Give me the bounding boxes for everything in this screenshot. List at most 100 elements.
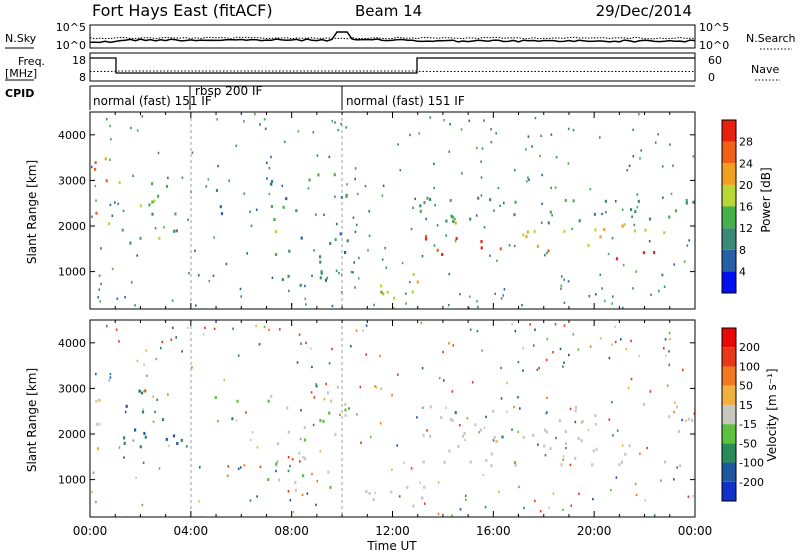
data-cell <box>282 205 285 209</box>
scatter-cell <box>264 127 267 130</box>
data-cell <box>143 431 146 435</box>
scatter-cell <box>437 481 440 484</box>
scatter-cell <box>250 224 253 227</box>
scatter-cell <box>497 186 500 190</box>
scatter-cell <box>685 419 687 422</box>
data-cell <box>424 237 428 241</box>
data-cell <box>319 260 322 264</box>
colorbar-tick-label: 12 <box>739 222 753 235</box>
data-cell <box>308 178 311 182</box>
scatter-cell <box>551 214 553 217</box>
scatter-cell <box>519 407 521 410</box>
scatter-cell <box>118 340 120 343</box>
scatter-cell <box>109 158 111 161</box>
scatter-cell <box>448 272 451 276</box>
scatter-cell <box>357 277 360 280</box>
data-cell <box>302 474 305 478</box>
data-cell <box>445 219 448 223</box>
scatter-cell <box>490 128 492 131</box>
scatter-cell <box>608 356 611 360</box>
scatter-cell <box>563 278 565 281</box>
data-cell <box>480 240 483 244</box>
data-cell <box>278 478 281 482</box>
scatter-cell <box>692 494 695 498</box>
scatter-cell <box>514 169 516 172</box>
scatter-cell <box>599 337 602 340</box>
scatter-cell <box>649 390 652 393</box>
scatter-cell <box>100 282 102 286</box>
data-cell <box>668 215 671 219</box>
scatter-cell <box>381 258 384 261</box>
scatter-cell <box>237 354 240 357</box>
scatter-cell <box>661 165 664 168</box>
scatter-cell <box>611 302 613 305</box>
scatter-cell <box>673 263 675 266</box>
scatter-cell <box>146 374 148 377</box>
scatter-cell <box>448 342 450 345</box>
colorbar-swatch <box>722 328 736 348</box>
scatter-cell <box>362 329 364 332</box>
freq-tick-top: 18 <box>72 54 86 67</box>
velocity-panel-frame <box>89 319 696 518</box>
scatter-cell <box>517 396 519 399</box>
data-cell <box>674 209 678 213</box>
scatter-cell <box>331 119 333 123</box>
data-cell <box>125 404 128 408</box>
data-cell <box>176 442 179 445</box>
data-cell <box>513 461 517 465</box>
data-cell <box>436 248 439 252</box>
scatter-cell <box>599 273 602 276</box>
data-cell <box>678 430 681 433</box>
scatter-cell <box>514 329 517 333</box>
scatter-cell <box>468 119 471 122</box>
data-cell <box>294 481 297 485</box>
scatter-cell <box>550 133 553 136</box>
scatter-cell <box>683 260 686 263</box>
data-cell <box>328 411 331 415</box>
scatter-cell <box>545 251 548 255</box>
scatter-cell <box>484 506 487 509</box>
scatter-cell <box>513 244 516 248</box>
scatter-cell <box>640 149 642 152</box>
scatter-cell <box>249 210 251 213</box>
scatter-cell <box>544 254 546 257</box>
scatter-cell <box>475 214 478 217</box>
data-cell <box>578 219 581 223</box>
scatter-cell <box>212 274 215 277</box>
power-x-ticks <box>89 112 696 309</box>
scatter-cell <box>198 500 200 503</box>
scatter-cell <box>304 297 307 300</box>
scatter-cell <box>673 478 675 481</box>
nave-tick-bottom: 0 <box>708 71 715 84</box>
scatter-cell <box>364 184 367 188</box>
scatter-cell <box>335 222 338 226</box>
scatter-cell <box>381 194 384 197</box>
data-cell <box>492 409 495 413</box>
scatter-cell <box>396 444 398 447</box>
scatter-cell <box>284 140 286 144</box>
data-cell <box>153 199 156 203</box>
scatter-cell <box>639 157 641 160</box>
scatter-cell <box>567 280 570 283</box>
data-cell <box>300 236 303 240</box>
colorbar-tick-label: 16 <box>739 201 753 214</box>
scatter-cell <box>562 458 564 461</box>
data-cell <box>544 411 547 415</box>
scatter-cell <box>270 155 272 159</box>
scatter-cell <box>483 119 485 122</box>
scatter-cell <box>235 144 238 147</box>
scatter-cell <box>461 172 463 175</box>
scatter-cell <box>429 116 432 119</box>
scatter-cell <box>109 124 111 128</box>
y-tick-label: 3000 <box>58 174 86 187</box>
scatter-cell <box>589 188 592 191</box>
scatter-cell <box>664 338 667 341</box>
scatter-cell <box>409 280 411 284</box>
scatter-cell <box>141 115 144 118</box>
scatter-cell <box>111 214 114 217</box>
scatter-cell <box>181 350 183 353</box>
data-cell <box>574 456 577 460</box>
scatter-cell <box>459 292 461 296</box>
scatter-cell <box>397 373 399 376</box>
x-tick-label: 04:00 <box>174 524 209 538</box>
